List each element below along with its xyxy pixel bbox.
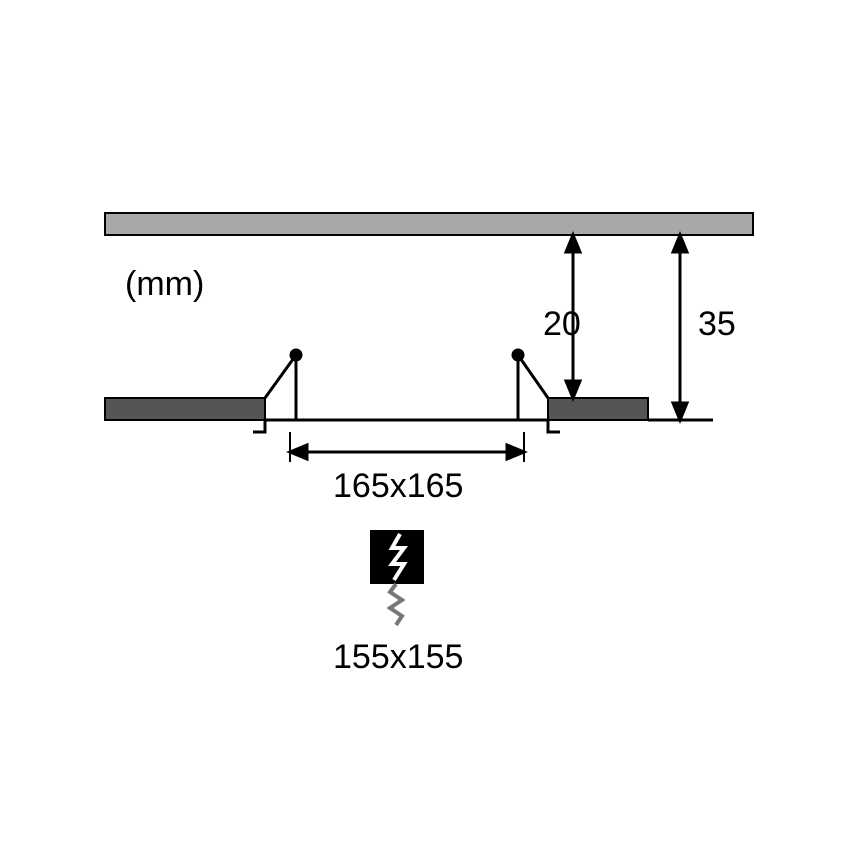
dim-20-label: 20 [543, 305, 581, 343]
cutout-icon [370, 530, 424, 625]
dim-35-label: 35 [698, 305, 736, 343]
dimension-diagram: (mm) 20 35 165x165 [0, 0, 868, 868]
dim-panel-width [290, 432, 524, 462]
panel-profile [253, 420, 560, 432]
mount-left [105, 398, 265, 420]
spring-right [513, 350, 548, 420]
mount-right [548, 398, 648, 420]
dim-35 [673, 235, 687, 420]
dim-panel-label: 165x165 [333, 467, 463, 505]
spring-left [265, 350, 301, 420]
unit-label: (mm) [125, 265, 204, 303]
cutout-label: 155x155 [333, 638, 463, 676]
ceiling-bar [105, 213, 753, 235]
